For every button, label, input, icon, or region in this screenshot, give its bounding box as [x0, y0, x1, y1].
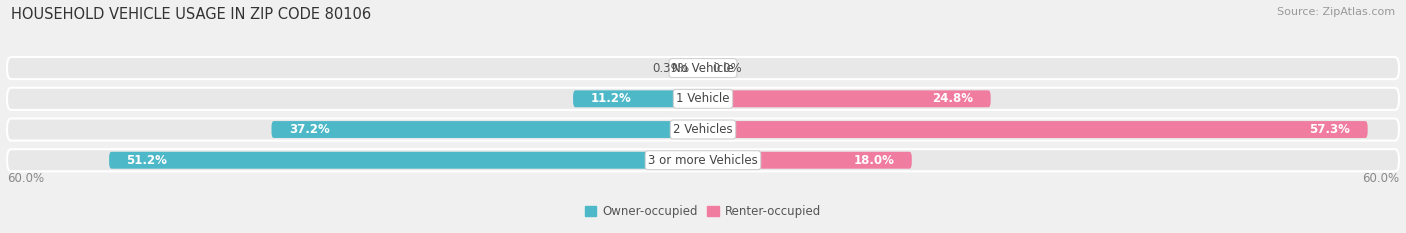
Text: 57.3%: 57.3% [1309, 123, 1350, 136]
FancyBboxPatch shape [699, 60, 703, 77]
FancyBboxPatch shape [7, 57, 1399, 79]
FancyBboxPatch shape [703, 90, 991, 107]
FancyBboxPatch shape [7, 118, 1399, 140]
FancyBboxPatch shape [574, 90, 703, 107]
Text: No Vehicle: No Vehicle [672, 62, 734, 75]
Text: 2 Vehicles: 2 Vehicles [673, 123, 733, 136]
FancyBboxPatch shape [703, 152, 912, 169]
Text: 18.0%: 18.0% [853, 154, 894, 167]
Text: HOUSEHOLD VEHICLE USAGE IN ZIP CODE 80106: HOUSEHOLD VEHICLE USAGE IN ZIP CODE 8010… [11, 7, 371, 22]
FancyBboxPatch shape [271, 121, 703, 138]
Legend: Owner-occupied, Renter-occupied: Owner-occupied, Renter-occupied [579, 201, 827, 223]
Text: 0.0%: 0.0% [713, 62, 742, 75]
FancyBboxPatch shape [703, 121, 1368, 138]
Text: 0.39%: 0.39% [652, 62, 689, 75]
Text: 24.8%: 24.8% [932, 92, 973, 105]
Text: 1 Vehicle: 1 Vehicle [676, 92, 730, 105]
Text: 60.0%: 60.0% [7, 171, 44, 185]
Text: 51.2%: 51.2% [127, 154, 167, 167]
FancyBboxPatch shape [7, 149, 1399, 171]
Text: 3 or more Vehicles: 3 or more Vehicles [648, 154, 758, 167]
Text: Source: ZipAtlas.com: Source: ZipAtlas.com [1277, 7, 1395, 17]
FancyBboxPatch shape [7, 88, 1399, 110]
FancyBboxPatch shape [110, 152, 703, 169]
Text: 11.2%: 11.2% [591, 92, 631, 105]
Text: 37.2%: 37.2% [288, 123, 329, 136]
Text: 60.0%: 60.0% [1362, 171, 1399, 185]
